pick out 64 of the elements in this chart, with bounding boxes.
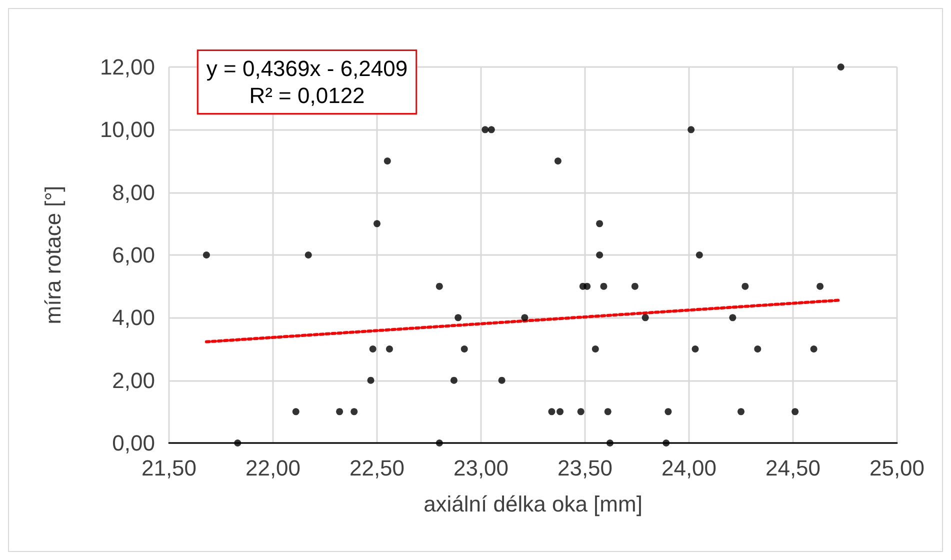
point — [742, 282, 749, 290]
x-tick-label: 24,50 — [765, 456, 821, 480]
y-tick-label: 0,00 — [112, 430, 155, 456]
point — [234, 440, 242, 446]
y-tick-label: 10,00 — [100, 117, 155, 142]
point — [816, 282, 824, 290]
point — [696, 252, 703, 258]
point — [521, 314, 528, 322]
point — [596, 220, 604, 228]
y-axis-title: míra rotace [°] — [40, 186, 66, 324]
point — [738, 408, 744, 416]
point — [554, 158, 562, 164]
point — [584, 282, 591, 290]
point — [792, 408, 799, 416]
x-tick-label: 25,00 — [869, 456, 925, 480]
point — [374, 220, 380, 228]
point — [436, 440, 443, 446]
point — [384, 158, 391, 164]
point — [482, 126, 489, 134]
point — [600, 282, 608, 290]
y-tick-label: 8,00 — [112, 180, 155, 205]
x-tick-label: 22,00 — [245, 456, 301, 480]
point — [548, 408, 556, 416]
point — [436, 282, 443, 290]
point — [556, 408, 564, 416]
x-tick-label: 22,50 — [349, 456, 405, 480]
point — [837, 64, 844, 70]
point — [642, 314, 649, 322]
annotation: y = 0,4369x - 6,2409 R² = 0,0122 — [206, 56, 408, 108]
point — [498, 376, 506, 384]
point — [488, 126, 495, 134]
point — [810, 346, 818, 352]
y-tick-label: 12,00 — [100, 54, 155, 80]
point — [729, 314, 736, 322]
x-tick-label: 23,50 — [557, 456, 613, 480]
point — [450, 376, 458, 384]
point — [367, 376, 374, 384]
y-tick-label: 2,00 — [112, 368, 155, 393]
y-tick-label: 4,00 — [112, 305, 155, 330]
point — [688, 126, 695, 134]
point — [460, 346, 468, 352]
x-tick-label: 23,00 — [453, 456, 509, 480]
point — [754, 346, 762, 352]
point — [596, 252, 604, 258]
x-tick-label: 21,50 — [141, 456, 197, 480]
point — [292, 408, 300, 416]
y-tick-label: 6,00 — [112, 242, 155, 268]
point — [664, 408, 672, 416]
point — [350, 408, 358, 416]
point — [336, 408, 344, 416]
point — [202, 252, 210, 258]
x-axis-title: axiální délka oka [mm] — [424, 492, 642, 516]
point — [369, 346, 376, 352]
point — [692, 346, 699, 352]
point — [631, 282, 638, 290]
point — [454, 314, 462, 322]
point — [386, 346, 393, 352]
point — [606, 440, 614, 446]
x-tick-label: 24,00 — [661, 456, 717, 480]
point — [592, 346, 599, 352]
point — [304, 252, 312, 258]
point — [577, 408, 584, 416]
point — [662, 440, 670, 446]
point — [604, 408, 612, 416]
